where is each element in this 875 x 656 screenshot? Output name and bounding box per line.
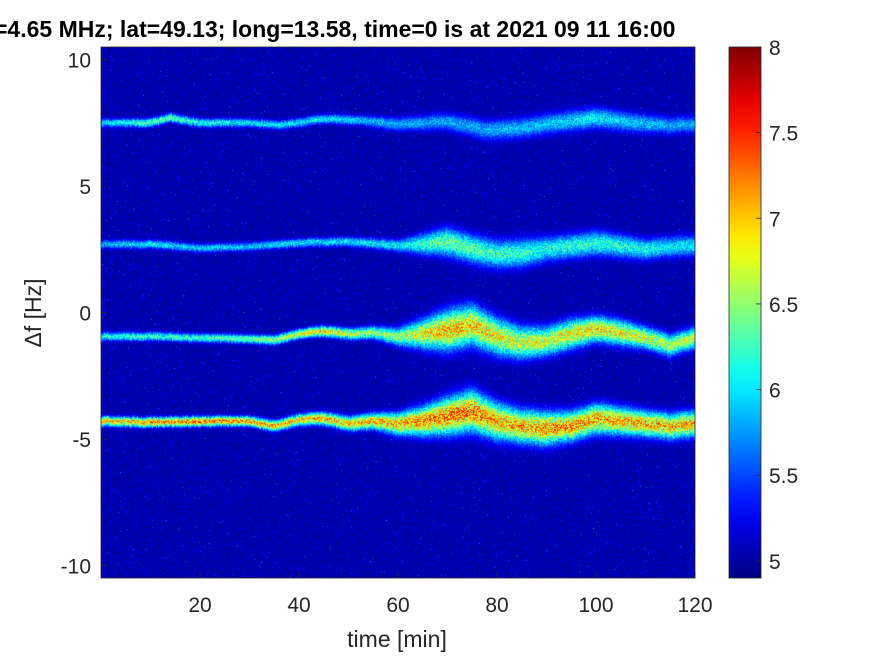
colorbar-tick-label: 5 — [769, 551, 781, 574]
y-tick-label: 5 — [79, 176, 91, 199]
y-tick-label: -10 — [61, 555, 91, 578]
colorbar-gradient — [729, 47, 761, 578]
y-axis-label: Δf [Hz] — [20, 278, 46, 347]
colorbar: 5 5.5 6 6.5 7 7.5 8 — [728, 37, 798, 579]
colorbar-tick-label: 6.5 — [769, 294, 798, 317]
colorbar-tick-label: 5.5 — [769, 465, 798, 488]
x-axis-ticks: 20 40 60 80 100 120 — [188, 572, 713, 617]
colorbar-tick-label: 8 — [769, 37, 781, 60]
colorbar-tick-label: 6 — [769, 380, 781, 403]
y-axis-ticks: -10 -5 0 5 10 — [61, 50, 107, 578]
chart-title: =4.65 MHz; lat=49.13; long=13.58, time=0… — [0, 16, 675, 42]
colorbar-frame — [728, 46, 762, 579]
colorbar-ticks: 5 5.5 6 6.5 7 7.5 8 — [756, 37, 798, 574]
colorbar-tick-label: 7.5 — [769, 123, 798, 146]
x-axis-label: time [min] — [347, 626, 447, 652]
y-tick-label: -5 — [72, 429, 91, 452]
heatmap-image — [101, 47, 695, 578]
heatmap-plot-area — [100, 46, 696, 579]
x-tick-label: 40 — [287, 594, 310, 617]
x-tick-label: 20 — [188, 594, 211, 617]
x-tick-label: 80 — [485, 594, 508, 617]
x-tick-label: 60 — [386, 594, 409, 617]
colorbar-tick-label: 7 — [769, 208, 781, 231]
x-tick-label: 120 — [677, 594, 712, 617]
x-tick-label: 100 — [578, 594, 613, 617]
y-tick-label: 10 — [68, 50, 91, 73]
y-tick-label: 0 — [79, 303, 91, 326]
